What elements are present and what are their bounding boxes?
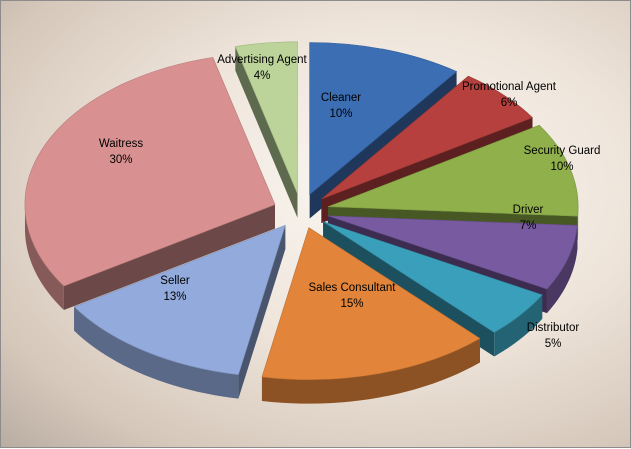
- slice-category-label: Promotional Agent: [462, 81, 557, 93]
- slice-percent-label: 5%: [545, 338, 562, 350]
- slice-percent-label: 4%: [254, 70, 271, 82]
- slice-category-label: Advertising Agent: [217, 54, 307, 66]
- slice-percent-label: 10%: [550, 161, 573, 173]
- slice-category-label: Waitress: [99, 138, 144, 150]
- slice-category-label: Driver: [513, 204, 544, 216]
- slice-category-label: Sales Consultant: [309, 282, 397, 294]
- slice-category-label: Seller: [160, 275, 190, 287]
- slice-category-label: Cleaner: [321, 92, 361, 104]
- slice-percent-label: 13%: [163, 291, 186, 303]
- slice-category-label: Distributor: [527, 322, 580, 334]
- slice-category-label: Security Guard: [524, 145, 601, 157]
- slice-percent-label: 15%: [340, 298, 363, 310]
- slice-percent-label: 30%: [109, 154, 132, 166]
- slice-percent-label: 10%: [329, 108, 352, 120]
- slice-percent-label: 6%: [501, 97, 518, 109]
- slice-percent-label: 7%: [520, 220, 537, 232]
